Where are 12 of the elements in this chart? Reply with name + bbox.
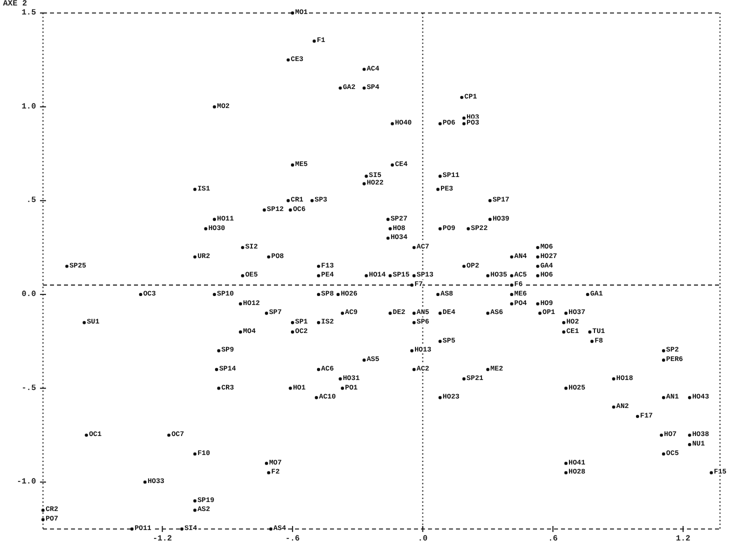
x-tick-label: -.6 [285, 534, 300, 544]
y-tick-label: 1.0 [22, 102, 36, 112]
x-tick-label: .0 [418, 534, 428, 544]
y-tick-label: 0.0 [22, 290, 36, 299]
y-axis-title: AXE 2 [3, 0, 28, 8]
x-tick-label: .6 [548, 534, 558, 544]
y-tick-label: -.5 [22, 384, 36, 393]
x-tick-label: -1.2 [152, 534, 172, 544]
y-tick-label: -1.0 [16, 478, 36, 487]
y-tick-label: 1.5 [22, 8, 36, 18]
x-tick-label: 1.2 [676, 534, 691, 544]
y-tick-label: .5 [26, 196, 36, 206]
